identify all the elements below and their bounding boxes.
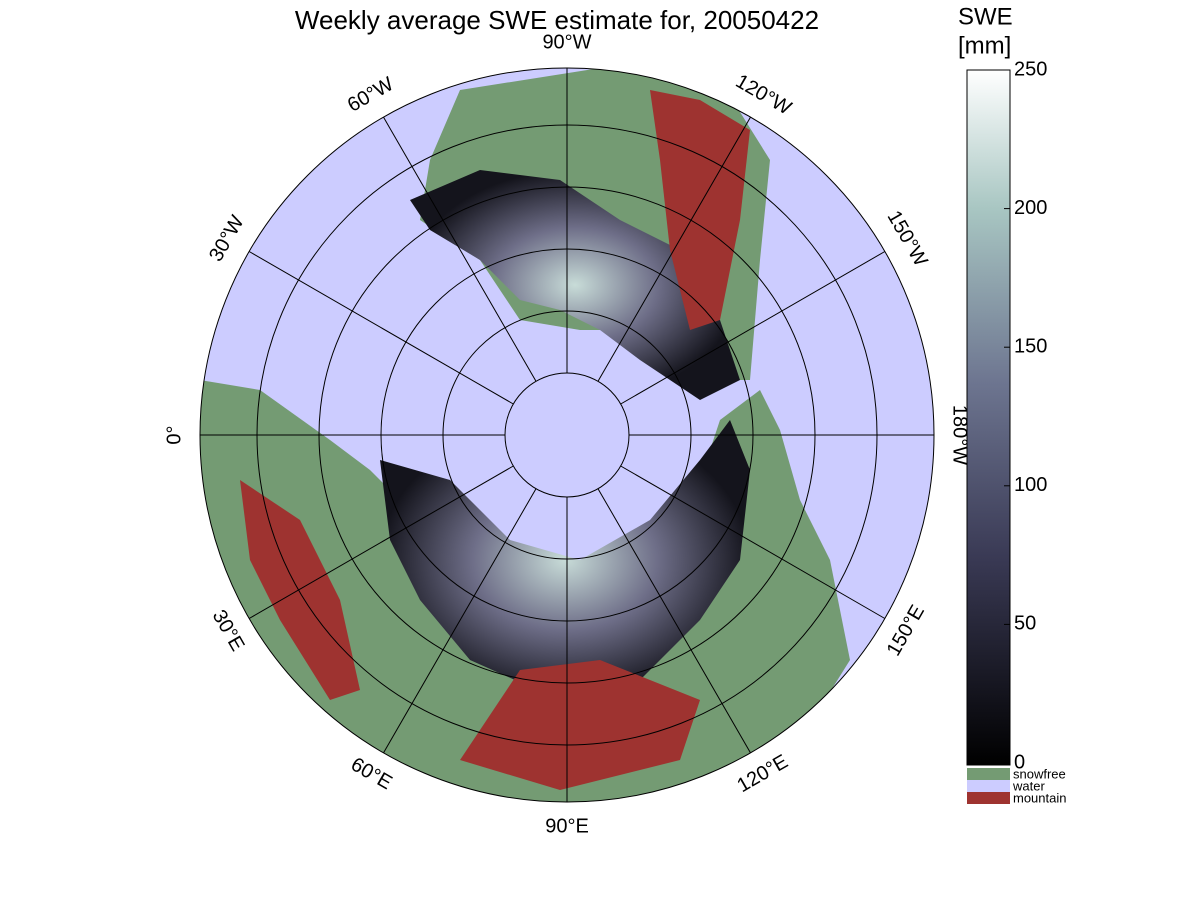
meridian xyxy=(248,465,514,619)
mountains-asia xyxy=(460,660,700,790)
mountains-west xyxy=(650,90,750,330)
legend-label: snowfree xyxy=(1013,766,1066,781)
longitude-label: 60°E xyxy=(347,753,396,794)
meridian xyxy=(597,116,751,382)
colorbar-label: SWE xyxy=(958,3,1013,30)
meridian xyxy=(620,251,886,405)
snow-north-america xyxy=(410,170,740,400)
colorbar-tick-label: 200 xyxy=(1014,197,1047,219)
meridian xyxy=(248,251,514,405)
longitude-label: 60°W xyxy=(344,73,398,117)
legend-label: water xyxy=(1012,778,1045,793)
mountains-europe xyxy=(240,480,360,700)
colorbar-tick-label: 0 xyxy=(1014,751,1025,773)
legend-swatch xyxy=(967,792,1010,804)
meridian xyxy=(620,465,886,619)
colorbar-tick-label: 250 xyxy=(1014,58,1047,80)
longitude-label: 90°W xyxy=(542,31,591,53)
colorbar-tick-label: 50 xyxy=(1014,613,1036,635)
longitude-label: 30°W xyxy=(205,212,249,266)
meridian xyxy=(597,488,751,754)
longitude-label: 0° xyxy=(163,425,185,444)
title: Weekly average SWE estimate for, 2005042… xyxy=(295,5,819,35)
longitude-label: 30°E xyxy=(208,606,249,655)
snow-eurasia xyxy=(380,420,750,700)
meridian xyxy=(383,116,537,382)
legend-swatch xyxy=(967,780,1010,792)
legend-swatch xyxy=(967,768,1010,780)
colorbar-tick-label: 100 xyxy=(1014,474,1047,496)
map-border xyxy=(199,67,935,803)
longitude-label: 90°E xyxy=(545,815,589,837)
meridian xyxy=(383,488,537,754)
colorbar xyxy=(966,69,1011,766)
map xyxy=(200,68,934,802)
longitude-label: 180°W xyxy=(949,405,971,465)
legend-label: mountain xyxy=(1013,790,1066,805)
colorbar-label: [mm] xyxy=(958,32,1011,59)
colorbar-tick-label: 150 xyxy=(1014,335,1047,357)
